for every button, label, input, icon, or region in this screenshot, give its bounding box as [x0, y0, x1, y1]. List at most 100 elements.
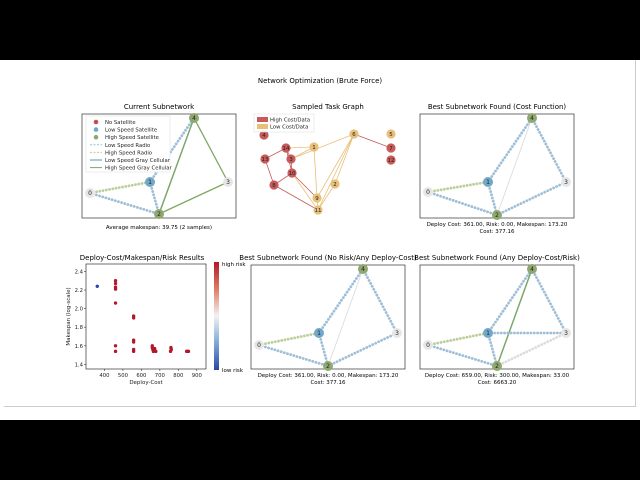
task-node-label: 4	[262, 133, 266, 139]
network-edge	[326, 331, 399, 368]
legend-label: High Cost/Data	[270, 118, 310, 124]
task-node	[386, 155, 396, 165]
task-node-label: 2	[333, 182, 337, 188]
task-node	[330, 179, 340, 189]
task-node	[386, 143, 396, 153]
network-edge	[317, 331, 330, 368]
task-node	[286, 154, 296, 164]
task-node	[287, 168, 297, 178]
panel-title-results: Deploy-Cost/Makespan/Risk Results	[80, 254, 205, 262]
legend-marker	[93, 127, 99, 132]
network-node-label: 4	[192, 115, 196, 122]
scatter-point	[95, 284, 99, 289]
task-edge	[353, 133, 392, 149]
network-node-label: 4	[530, 115, 534, 122]
scatter-point	[113, 287, 118, 291]
network-edge	[426, 180, 490, 194]
network-edge	[486, 180, 499, 217]
network-node-label: 0	[426, 189, 430, 196]
panel-title-best-cost: Best Subnetwork Found (Cost Function)	[428, 103, 567, 111]
network-edge	[257, 331, 321, 347]
figure-svg: Network Optimization (Brute Force) Curre…	[66, 77, 580, 386]
x-tick-label: 800	[173, 373, 184, 379]
caption-best-any-1: Deploy Cost: 659.00, Risk: 300.00, Makes…	[425, 373, 570, 379]
network-node	[154, 209, 164, 219]
network-node-label: 1	[486, 330, 490, 337]
legend-label: High Speed Gray Cellular	[105, 166, 172, 172]
network-node	[527, 264, 537, 274]
scatter-point	[113, 279, 118, 283]
task-edge	[317, 133, 355, 211]
legend-label: High Speed Satellite	[105, 135, 159, 141]
network-edge	[426, 190, 499, 217]
x-tick-label: 700	[155, 373, 166, 379]
network-edge	[88, 191, 161, 216]
network-node	[189, 113, 199, 123]
legend-label: Low Cost/Data	[270, 125, 308, 131]
colorbar-bottom-label: low risk	[222, 368, 244, 374]
task-node	[309, 142, 319, 152]
legend-swatch	[257, 124, 268, 129]
y-axis-label: Makespan (log-scale)	[66, 287, 72, 345]
network-node-label: 3	[564, 179, 568, 186]
network-node-label: 2	[326, 363, 330, 370]
scatter-point	[131, 349, 136, 354]
network-edge	[361, 267, 399, 335]
y-tick-label: 2.2	[75, 288, 83, 294]
network-node-label: 4	[530, 266, 534, 273]
colorbar-top-label: high risk	[222, 262, 246, 268]
scatter-point	[131, 316, 136, 320]
panel-title-best-norisk: Best Subnetwork Found (No Risk/Any Deplo…	[239, 254, 417, 262]
network-best-norisk: 0 1 2 3 4	[254, 264, 402, 371]
task-edge	[334, 133, 355, 185]
scatter-point	[113, 344, 118, 348]
network-edge	[327, 268, 364, 367]
scatter-point	[168, 349, 173, 354]
y-tick-label: 1.8	[75, 325, 84, 331]
task-node-label: 1	[312, 145, 316, 151]
network-edge	[496, 268, 533, 367]
task-edge	[290, 133, 355, 160]
network-node	[423, 340, 433, 350]
caption-best-norisk-1: Deploy Cost: 361.00, Risk: 0.00, Makespa…	[258, 373, 399, 379]
scatter-point	[186, 349, 191, 354]
network-node-label: 2	[157, 211, 161, 218]
network-edge	[88, 180, 152, 195]
legend-box	[253, 113, 315, 133]
task-node-label: 14	[283, 146, 290, 152]
network-node	[254, 340, 264, 350]
task-node-label: 3	[289, 157, 293, 163]
caption-best-cost-1: Deploy Cost: 361.00, Risk: 0.00, Makespa…	[427, 222, 568, 228]
panel-title-current: Current Subnetwork	[124, 103, 195, 111]
task-node	[260, 154, 270, 164]
task-node	[281, 143, 291, 153]
network-node	[561, 328, 571, 338]
network-node	[314, 328, 324, 338]
figure-canvas: Network Optimization (Brute Force) Curre…	[0, 60, 640, 420]
caption-best-cost-2: Cost: 377.16	[479, 229, 515, 235]
figure-border	[4, 60, 636, 407]
scatter-point	[131, 340, 136, 344]
x-tick-label: 500	[118, 373, 129, 379]
network-node-label: 0	[257, 342, 261, 349]
scatter-point	[113, 281, 118, 286]
network-node	[492, 361, 502, 371]
task-node-label: 12	[388, 158, 395, 164]
network-node-label: 4	[361, 266, 365, 273]
network-edge	[158, 181, 229, 215]
task-edge	[273, 184, 319, 211]
task-node	[386, 129, 396, 139]
network-edge	[193, 117, 229, 183]
scatter-frame	[85, 263, 207, 370]
network-node	[423, 187, 433, 197]
task-node	[312, 193, 322, 203]
y-tick-label: 1.6	[75, 344, 84, 350]
scatter-point	[152, 346, 157, 351]
task-node-label: 6	[352, 132, 356, 138]
task-node	[259, 130, 269, 140]
network-node	[492, 210, 502, 220]
network-current: 0 1 2 3 4	[85, 113, 233, 219]
network-node	[145, 177, 155, 187]
legend-marker	[93, 134, 99, 140]
colorbar	[214, 262, 219, 370]
